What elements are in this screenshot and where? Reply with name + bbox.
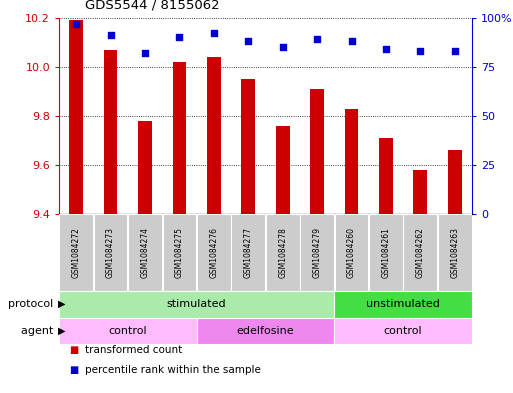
Point xyxy=(382,46,390,52)
Text: GSM1084273: GSM1084273 xyxy=(106,227,115,278)
Text: ■: ■ xyxy=(69,345,78,355)
Text: GDS5544 / 8155062: GDS5544 / 8155062 xyxy=(85,0,219,12)
Point xyxy=(141,50,149,56)
Text: GSM1084279: GSM1084279 xyxy=(312,227,322,278)
Point xyxy=(279,44,287,50)
Point xyxy=(450,48,459,54)
Bar xyxy=(231,214,265,291)
Bar xyxy=(334,214,368,291)
Bar xyxy=(69,20,83,214)
Bar xyxy=(345,108,359,214)
Point xyxy=(244,38,252,44)
Bar xyxy=(369,214,403,291)
Point xyxy=(175,34,184,40)
Text: protocol: protocol xyxy=(8,299,56,309)
Text: unstimulated: unstimulated xyxy=(366,299,440,309)
Text: percentile rank within the sample: percentile rank within the sample xyxy=(85,365,261,375)
Text: control: control xyxy=(109,326,147,336)
Bar xyxy=(104,50,117,214)
Text: GSM1084261: GSM1084261 xyxy=(382,227,390,278)
Bar xyxy=(128,214,162,291)
Bar xyxy=(448,150,462,214)
Text: stimulated: stimulated xyxy=(167,299,226,309)
Bar xyxy=(197,214,231,291)
Text: ■: ■ xyxy=(69,365,78,375)
Bar xyxy=(172,62,186,214)
Bar xyxy=(266,214,300,291)
Bar xyxy=(196,318,334,344)
Text: ▶: ▶ xyxy=(58,299,66,309)
Bar xyxy=(438,214,471,291)
Text: ▶: ▶ xyxy=(58,326,66,336)
Point xyxy=(210,30,218,37)
Text: GSM1084263: GSM1084263 xyxy=(450,227,459,278)
Bar xyxy=(300,214,334,291)
Text: transformed count: transformed count xyxy=(85,345,182,355)
Text: GSM1084262: GSM1084262 xyxy=(416,227,425,278)
Text: GSM1084260: GSM1084260 xyxy=(347,227,356,278)
Point xyxy=(313,36,321,42)
Bar xyxy=(276,126,289,214)
Bar xyxy=(413,170,427,214)
Bar xyxy=(59,318,196,344)
Text: GSM1084277: GSM1084277 xyxy=(244,227,253,278)
Text: edelfosine: edelfosine xyxy=(236,326,294,336)
Text: GSM1084278: GSM1084278 xyxy=(278,227,287,278)
Bar xyxy=(334,291,472,318)
Text: control: control xyxy=(384,326,422,336)
Point xyxy=(72,20,81,27)
Text: GSM1084274: GSM1084274 xyxy=(141,227,149,278)
Bar xyxy=(404,214,437,291)
Bar xyxy=(310,89,324,214)
Bar xyxy=(59,291,334,318)
Bar xyxy=(379,138,393,214)
Text: GSM1084272: GSM1084272 xyxy=(72,227,81,278)
Bar xyxy=(138,121,152,214)
Text: GSM1084276: GSM1084276 xyxy=(209,227,219,278)
Bar xyxy=(60,214,93,291)
Bar xyxy=(242,79,255,214)
Point xyxy=(107,32,115,39)
Bar xyxy=(163,214,196,291)
Text: agent: agent xyxy=(21,326,56,336)
Point xyxy=(416,48,424,54)
Text: GSM1084275: GSM1084275 xyxy=(175,227,184,278)
Bar xyxy=(94,214,127,291)
Bar xyxy=(207,57,221,214)
Bar xyxy=(334,318,472,344)
Point xyxy=(347,38,356,44)
